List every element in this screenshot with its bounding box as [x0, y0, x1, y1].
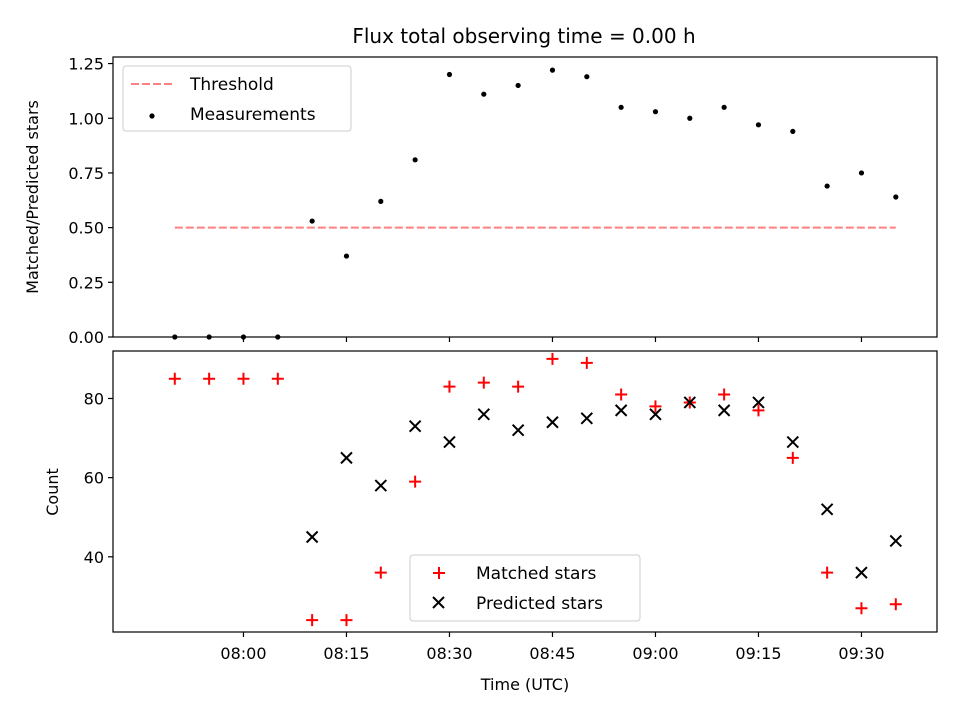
matched-star-point [374, 566, 387, 579]
predicted-star-point [305, 530, 319, 544]
matched-star-point [889, 598, 902, 611]
measurement-point [378, 198, 384, 204]
measurement-point [584, 74, 590, 80]
predicted-star-point [683, 396, 697, 409]
matched-star-point [477, 376, 490, 389]
predicted-star-point [752, 396, 765, 409]
measurement-point [412, 157, 418, 163]
legend-threshold-label: Threshold [189, 75, 274, 95]
measurement-point [652, 109, 659, 115]
bottom-plot-area [168, 352, 903, 627]
measurement-point [858, 170, 865, 176]
predicted-star-point [546, 416, 559, 429]
matched-star-point [580, 356, 593, 369]
bottom-axes-frame [112, 350, 938, 633]
matched-star-point [718, 388, 731, 401]
predicted-star-point [477, 408, 491, 421]
top-y-tick-label: 0.25 [68, 273, 104, 292]
measurement-point [721, 104, 727, 110]
top-legend: Threshold Measurements [122, 65, 352, 132]
matched-star-point [168, 372, 181, 385]
matched-star-point [786, 451, 799, 464]
predicted-star-point [511, 423, 525, 437]
bottom-y-axis-label: Count [43, 468, 62, 516]
top-y-tick-label: 0.75 [68, 164, 104, 183]
legend-predicted-label: Predicted stars [476, 594, 603, 614]
top-y-tick-label: 0.50 [68, 219, 104, 238]
measurement-point [790, 128, 796, 134]
bottom-x-tick-label: 09:00 [632, 644, 678, 663]
matched-star-point [615, 388, 628, 401]
matched-star-point [855, 602, 868, 615]
matched-star-point [203, 372, 216, 385]
matched-star-point [340, 614, 353, 627]
predicted-star-point [820, 503, 834, 516]
predicted-star-point [340, 451, 353, 465]
predicted-star-point [786, 435, 800, 449]
matched-star-point [752, 404, 765, 417]
top-y-tick-label: 0.00 [68, 328, 104, 347]
top-plot-area [172, 67, 899, 340]
matched-star-point [409, 475, 422, 488]
bottom-y-tick-label: 60 [84, 469, 104, 488]
predicted-star-point [649, 408, 662, 421]
predicted-star-point [717, 404, 731, 417]
top-y-axis-label: Matched/Predicted stars [23, 100, 42, 294]
top-legend-box [122, 65, 352, 132]
measurement-point [893, 194, 899, 200]
legend-matched-label: Matched stars [476, 564, 596, 584]
measurement-point [309, 218, 315, 224]
bottom-y-tick-label: 80 [84, 389, 104, 408]
measurement-point [549, 67, 556, 73]
matched-star-point [649, 400, 662, 413]
legend-measurements-swatch [149, 113, 155, 119]
top-chart-title: Flux total observing time = 0.00 h [352, 24, 695, 48]
matched-star-point [237, 372, 250, 385]
bottom-x-axis-label: Time (UTC) [480, 675, 569, 694]
predicted-star-point [614, 404, 628, 417]
measurement-point [446, 71, 453, 78]
matched-star-point [306, 614, 319, 627]
legend-matched-swatch [433, 567, 445, 579]
matched-star-point [512, 380, 525, 393]
predicted-star-point [408, 419, 422, 433]
measurement-point [618, 104, 624, 110]
predicted-star-point [580, 412, 594, 425]
predicted-star-point [374, 479, 388, 492]
bottom-x-tick-label: 08:00 [220, 644, 266, 663]
matched-star-point [271, 372, 284, 385]
bottom-legend: Matched stars Predicted stars [409, 554, 641, 622]
bottom-y-tick-label: 40 [84, 548, 104, 567]
bottom-x-tick-label: 08:45 [529, 644, 575, 663]
measurement-point [824, 183, 830, 189]
legend-measurements-label: Measurements [190, 105, 316, 125]
measurement-point [515, 82, 521, 89]
bottom-x-tick-label: 09:15 [735, 644, 781, 663]
predicted-star-point [443, 435, 456, 449]
top-axes-frame [112, 56, 938, 338]
top-y-axis: 0.00 0.25 0.50 0.75 1.00 1.25 [68, 55, 113, 347]
measurement-point [687, 115, 693, 121]
bottom-legend-box [409, 554, 641, 622]
matched-star-point [821, 566, 834, 579]
measurement-point [755, 122, 762, 128]
top-y-tick-label: 1.25 [68, 55, 104, 74]
top-y-tick-label: 1.00 [68, 109, 104, 128]
matched-star-point [546, 352, 559, 365]
bottom-y-axis: 40 60 80 [84, 389, 113, 567]
bottom-x-axis: 08:00 08:15 08:30 08:45 09:00 09:15 09:30 [220, 632, 885, 663]
bottom-x-tick-label: 08:30 [426, 644, 472, 663]
measurement-point [481, 91, 487, 97]
matched-star-point [443, 380, 456, 393]
legend-predicted-swatch [432, 596, 445, 609]
top-x-axis [242, 337, 863, 342]
bottom-x-tick-label: 09:30 [838, 644, 884, 663]
predicted-star-point [889, 534, 903, 548]
predicted-star-point [855, 566, 868, 579]
measurement-point [343, 253, 350, 259]
bottom-x-tick-label: 08:15 [323, 644, 369, 663]
